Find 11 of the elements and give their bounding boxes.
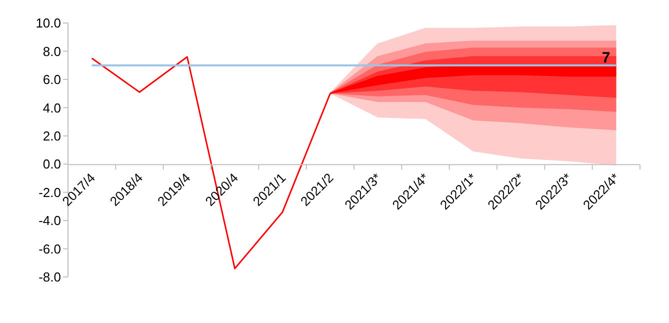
y-tick-label: 6.0 [42, 72, 61, 88]
ref-line-label: 7 [602, 49, 610, 66]
y-tick-label: -8.0 [38, 270, 61, 285]
y-tick-label: 8.0 [42, 44, 61, 59]
y-tick-label: -6.0 [38, 241, 61, 256]
y-tick-label: -2.0 [38, 184, 61, 200]
y-tick-label: -4.0 [38, 213, 61, 228]
y-tick-label: 10.0 [36, 16, 61, 31]
y-tick-label: 4.0 [42, 100, 61, 116]
y-tick-label: 0.0 [42, 156, 61, 172]
y-tick-label: 2.0 [42, 128, 61, 144]
